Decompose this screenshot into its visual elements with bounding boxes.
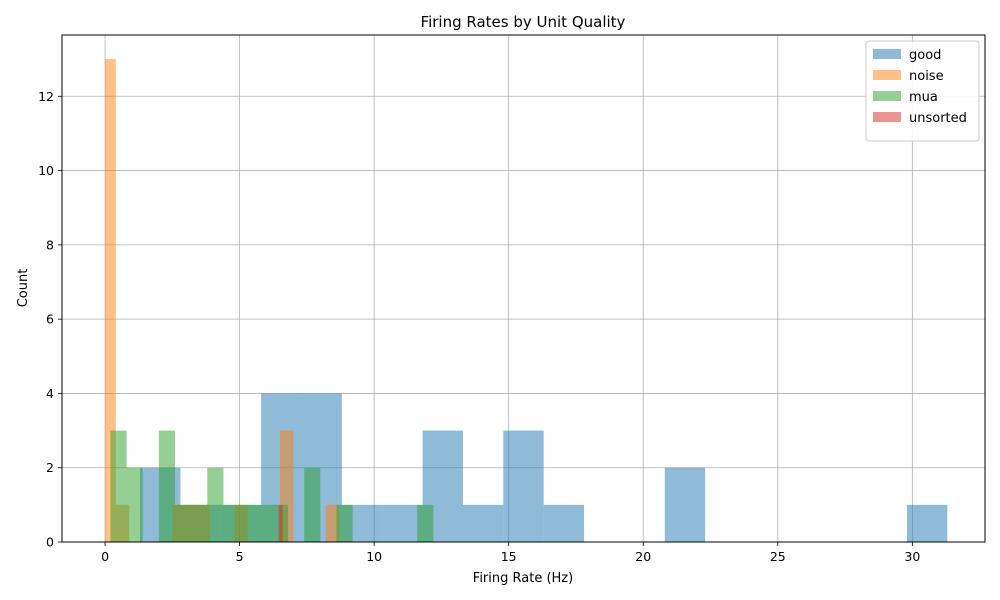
plot-frame [61,34,986,543]
mua-bar [158,430,176,542]
legend: good noise mua unsorted [865,40,980,142]
y-tick-label: 2 [46,460,54,475]
good-bar [906,504,948,542]
x-axis-label: Firing Rate (Hz) [473,571,573,586]
mua-bar [110,430,127,542]
y-axis-label: Count [16,269,31,308]
y-tick-label: 0 [46,535,54,550]
x-tick-label: 0 [101,549,109,564]
x-tick-label: 30 [904,549,920,564]
legend-label-noise: noise [909,69,944,84]
legend-swatch-unsorted [873,112,901,122]
chart-title: Firing Rates by Unit Quality [421,13,626,31]
noise-bar [325,504,340,542]
good-bar [382,504,423,542]
y-tick-label: 4 [46,386,54,401]
mua-bar [417,504,434,542]
series-unsorted [278,504,283,542]
legend-label-good: good [909,48,941,63]
series-mua [110,430,434,542]
mua-bar [336,504,353,542]
legend-label-unsorted: unsorted [909,111,967,126]
mua-bar [126,467,143,542]
mua-bar [304,467,321,542]
noise-bar [105,59,116,543]
legend-label-mua: mua [909,90,938,105]
axis-ticks: 0 5 10 15 20 25 30 0 2 4 6 8 10 12 [38,89,920,564]
mua-bar [175,504,208,542]
unsorted-bar [278,504,283,542]
good-bar [462,504,504,542]
legend-swatch-mua [873,91,901,101]
x-tick-label: 5 [236,549,244,564]
y-tick-label: 10 [38,163,54,178]
legend-swatch-good [873,49,901,59]
y-tick-label: 8 [46,237,54,252]
good-bar [664,467,706,542]
y-tick-label: 6 [46,312,54,327]
x-tick-label: 25 [770,549,786,564]
good-bar [503,430,544,542]
x-tick-label: 15 [501,549,517,564]
legend-swatch-noise [873,70,901,80]
bars [105,59,948,543]
x-tick-label: 20 [635,549,651,564]
y-tick-label: 12 [38,89,54,104]
good-bar [543,504,585,542]
mua-bar [223,504,289,542]
x-tick-label: 10 [366,549,382,564]
mua-bar [207,467,224,542]
